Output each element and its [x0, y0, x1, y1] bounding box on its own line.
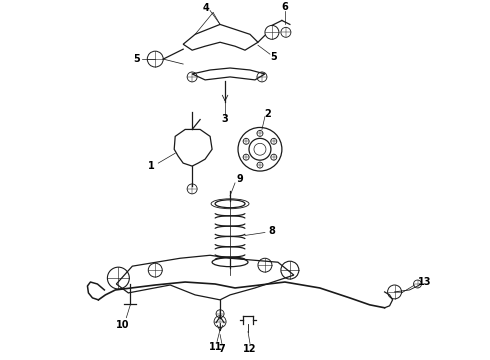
Text: 3: 3: [221, 113, 228, 123]
Text: 7: 7: [219, 345, 225, 354]
Text: 10: 10: [116, 320, 129, 330]
Text: 1: 1: [148, 161, 155, 171]
Text: 11: 11: [209, 342, 223, 352]
Text: 2: 2: [265, 109, 271, 118]
Text: 6: 6: [282, 1, 288, 12]
Text: 5: 5: [133, 54, 140, 64]
Text: 5: 5: [270, 52, 277, 62]
Text: 9: 9: [237, 174, 244, 184]
Text: 8: 8: [269, 225, 275, 235]
Text: 12: 12: [243, 345, 257, 354]
Text: 4: 4: [203, 3, 210, 13]
Text: 13: 13: [418, 277, 431, 287]
